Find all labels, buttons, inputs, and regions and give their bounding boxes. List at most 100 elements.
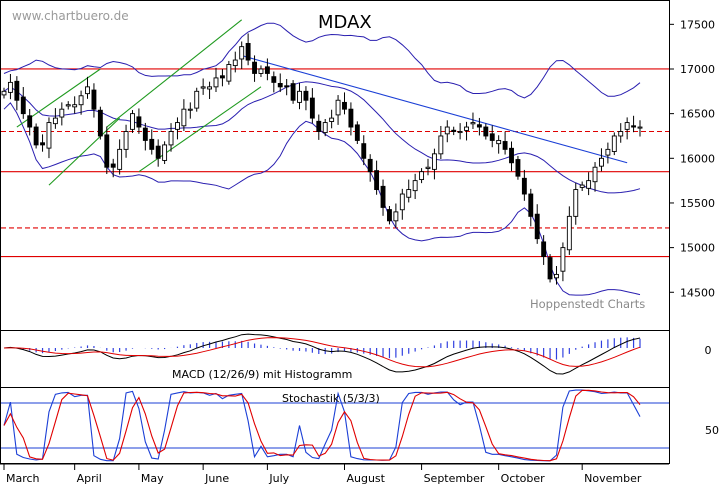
stochastic-label: Stochastik (5/3/3) [282,392,380,405]
price-tick-label: 17500 [680,18,715,31]
candle-body [541,241,547,257]
candle-body [104,134,110,168]
candle-body [162,144,168,161]
stochastic-lines [1,389,669,462]
candle-body [502,141,508,150]
candle-body [187,108,193,111]
candle-body [592,166,598,183]
bollinger-upper [3,22,641,99]
candle-body [451,129,457,132]
macd-panel: MACD (12/26/9) mit Histogramm 0 [0,330,712,388]
candle-body [599,157,604,167]
candle-body [245,42,251,61]
candle-body [573,189,579,217]
month-label: April [77,472,102,485]
candle-body [130,113,135,130]
candle-body [367,158,373,173]
green-channel-lower-1 [48,117,121,186]
site-watermark: www.chartbuero.de [12,9,129,23]
stochastic-panel: Stochastik (5/3/3) 50 [0,387,719,464]
candle-body [528,193,534,217]
candle-body [438,135,444,155]
candle-body [534,213,540,240]
price-tick-label: 16500 [680,108,715,121]
candle-body [175,122,180,130]
candle-body [342,101,347,110]
candle-body [521,177,527,195]
candle-body [554,273,559,279]
candle-body [27,115,33,128]
macd-zero-tick: 0 [705,344,712,357]
bollinger-lower [3,102,641,296]
candle-body [117,148,123,170]
candle-body [309,97,315,119]
candle-body [611,135,617,152]
candle-body [329,117,335,122]
candle-body [252,61,257,74]
candle-body [219,75,225,79]
candle-body [20,96,26,115]
candle-body [264,66,270,74]
candle-body [226,64,232,82]
candle-body [425,166,431,169]
candle-body [335,99,341,116]
price-tick-label: 15500 [680,197,715,210]
candle-body [181,108,187,127]
bollinger-middle [3,81,641,194]
candle-body [78,95,84,106]
candle-body [46,122,52,149]
stochastic-panel-frame [0,387,670,464]
candle-body [277,83,283,88]
candle-body [142,127,148,141]
candle-body [168,131,174,146]
month-axis: March April May June July August September Octo… [0,463,669,485]
candle-body [271,76,277,83]
candle-body [72,104,78,108]
candle-body [361,143,367,159]
month-label: March [6,472,40,485]
candle-body [444,126,450,135]
candle-body [457,131,463,134]
candle-body [33,126,39,146]
candle-body [631,125,637,128]
macd-histogram [9,337,641,360]
candle-body [624,122,630,130]
candle-body [14,80,20,101]
candle-body [470,122,476,125]
candle-body [586,180,592,189]
price-tick-label: 16000 [680,152,715,165]
macd-panel-frame [0,330,670,388]
candle-body [40,142,45,146]
candle-body [354,124,360,141]
month-label: August [346,472,385,485]
candle-body [290,83,296,101]
bollinger-bands [3,22,641,296]
month-label: September [424,472,485,485]
macd-label: MACD (12/26/9) mit Histogramm [172,368,352,381]
candle-body [65,104,71,107]
candle-body [515,159,521,177]
month-label: May [141,472,164,485]
month-label: October [501,472,545,485]
source-note: Hoppenstedt Charts [530,297,645,311]
candle-body [200,86,206,89]
candle-body [547,257,553,280]
candle-body [509,147,514,164]
candle-body [387,209,392,222]
candle-body [399,193,405,211]
candle-body [213,77,219,88]
month-label: June [204,472,229,485]
month-label: July [268,472,289,485]
candle-body [207,86,213,90]
candle-body [316,120,322,132]
price-tick-label: 14500 [680,286,715,299]
candle-body [123,131,129,150]
candle-body [489,133,495,141]
green-channel-upper-2 [106,19,243,128]
candle-body [464,126,469,131]
candle-body [91,89,97,110]
candle-body [194,90,200,109]
stochastic-50-tick: 50 [705,424,719,437]
candle-body [155,145,161,159]
